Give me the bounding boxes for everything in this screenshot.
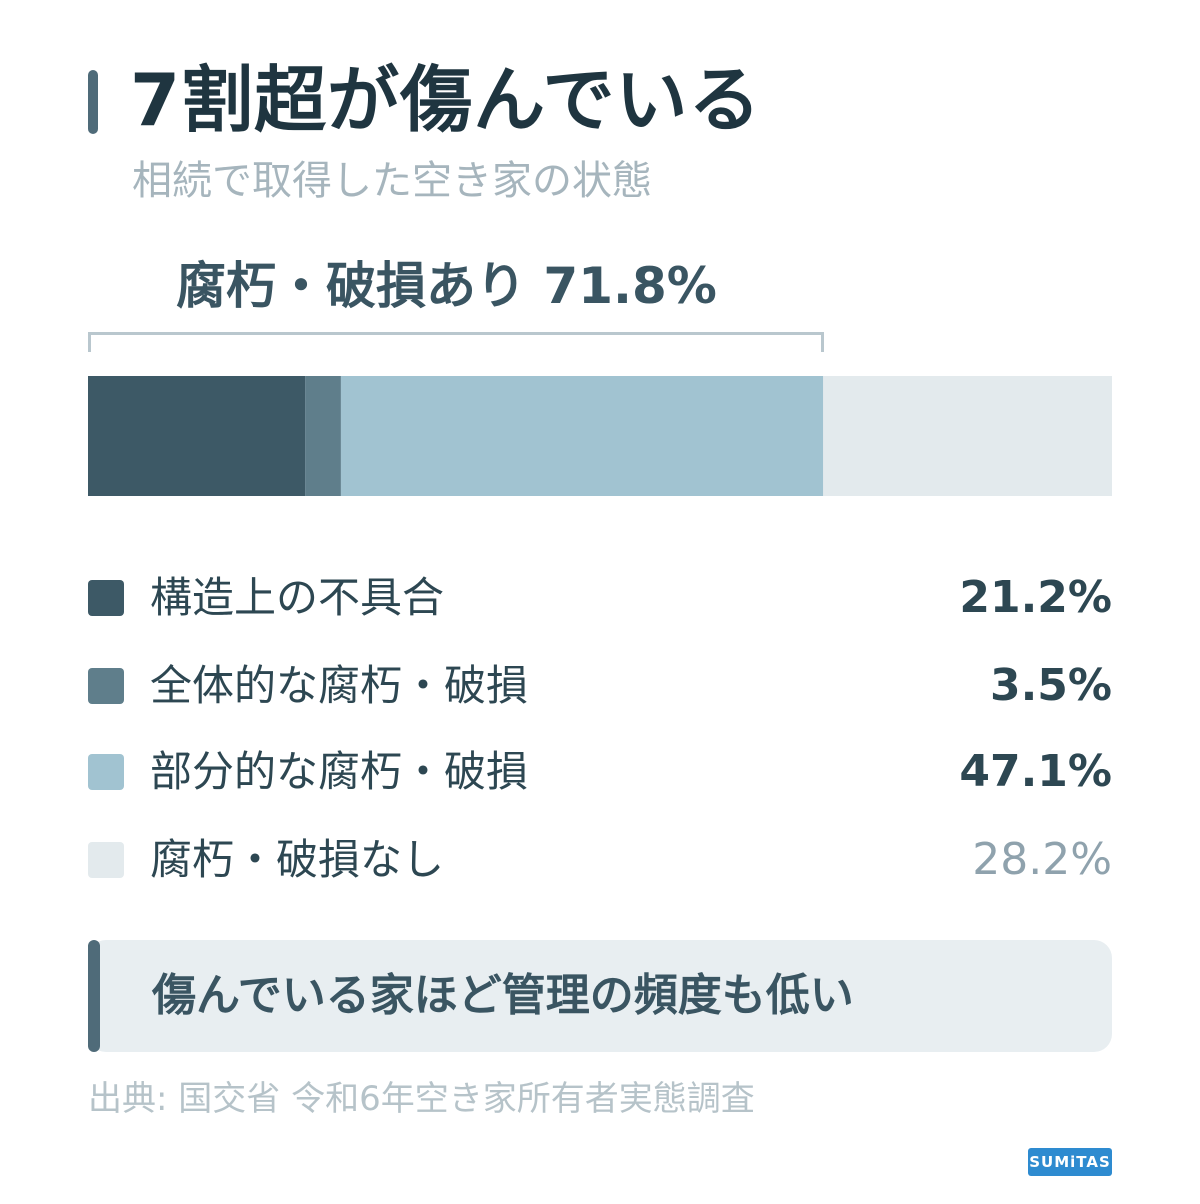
note-text: 傷んでいる家ほど管理の頻度も低い — [152, 970, 854, 1021]
legend-label: 腐朽・破損なし — [150, 835, 445, 884]
legend-row-partial-decay: 部分的な腐朽・破損 47.1% — [88, 742, 1112, 802]
bracket-tick-right — [821, 332, 824, 352]
legend-swatch — [88, 754, 124, 790]
legend-label: 構造上の不具合 — [150, 573, 445, 622]
bar-segment-no-decay — [823, 376, 1112, 496]
legend-value: 3.5% — [989, 660, 1112, 711]
legend-swatch — [88, 580, 124, 616]
bracket-line — [88, 332, 824, 335]
title-accent-bar — [88, 70, 98, 134]
legend-value: 21.2% — [959, 572, 1112, 623]
source-text: 出典: 国交省 令和6年空き家所有者実態調査 — [88, 1079, 755, 1119]
note-accent-bar — [88, 940, 100, 1052]
bracket-tick-left — [88, 332, 91, 352]
legend-value: 47.1% — [959, 746, 1112, 797]
legend-row-structural: 構造上の不具合 21.2% — [88, 568, 1112, 628]
legend-label: 全体的な腐朽・破損 — [150, 661, 529, 710]
legend-value: 28.2% — [972, 834, 1112, 885]
legend-label: 部分的な腐朽・破損 — [150, 747, 529, 796]
note-box: 傷んでいる家ほど管理の頻度も低い — [88, 940, 1112, 1052]
chart-subtitle: 相続で取得した空き家の状態 — [132, 158, 652, 204]
legend-swatch — [88, 668, 124, 704]
stacked-bar — [88, 376, 1112, 496]
bracket-label: 腐朽・破損あり 71.8% — [176, 257, 717, 315]
bar-segment-overall-decay — [305, 376, 341, 496]
brand-logo: SUMiTAS — [1028, 1148, 1112, 1176]
bar-segment-partial-decay — [340, 376, 824, 496]
bar-segment-structural — [88, 376, 306, 496]
legend-swatch — [88, 842, 124, 878]
legend-row-no-decay: 腐朽・破損なし 28.2% — [88, 830, 1112, 890]
legend-row-overall-decay: 全体的な腐朽・破損 3.5% — [88, 656, 1112, 716]
chart-title: 7割超が傷んでいる — [130, 58, 762, 142]
